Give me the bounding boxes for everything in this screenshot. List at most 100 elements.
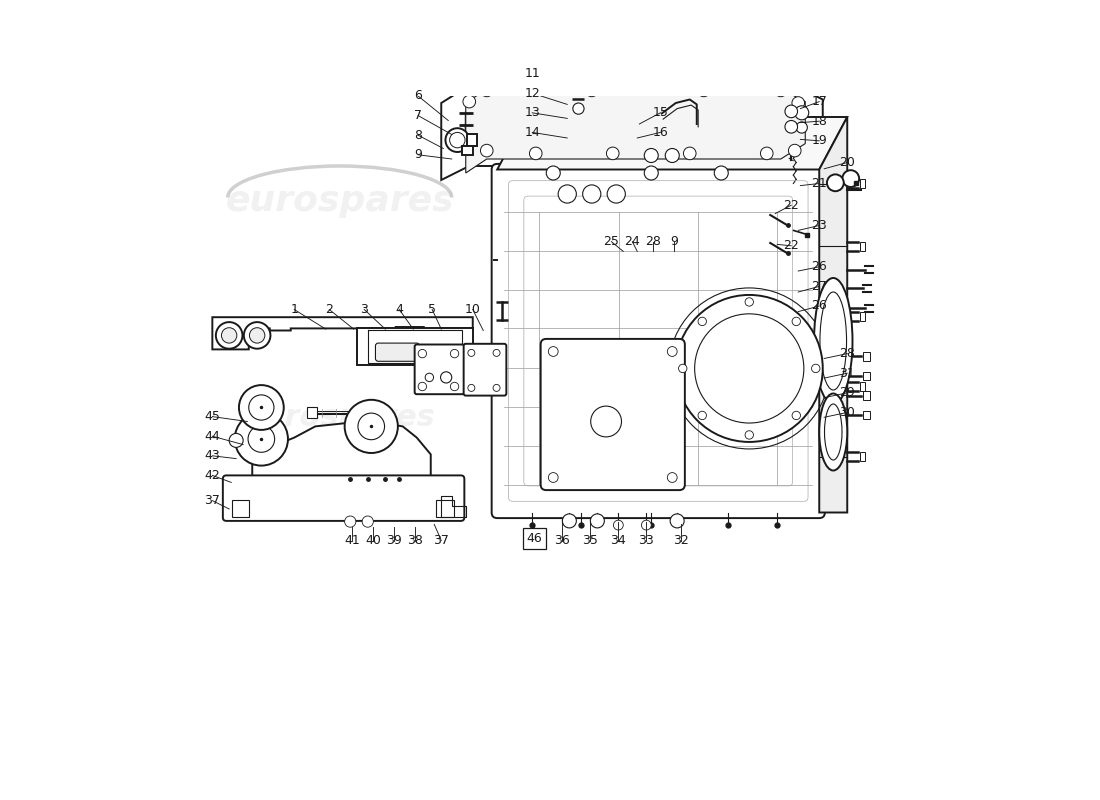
Text: 25: 25 — [604, 235, 619, 248]
Circle shape — [591, 406, 622, 437]
Text: 27: 27 — [812, 280, 827, 293]
Circle shape — [695, 314, 804, 423]
Circle shape — [548, 346, 558, 357]
Circle shape — [745, 298, 754, 306]
Text: 45: 45 — [205, 410, 220, 423]
Circle shape — [418, 350, 427, 358]
Circle shape — [481, 144, 493, 157]
Text: 22: 22 — [783, 198, 799, 212]
Circle shape — [745, 430, 754, 439]
Text: 37: 37 — [205, 494, 220, 507]
Circle shape — [796, 122, 807, 133]
Text: 36: 36 — [554, 534, 570, 547]
Circle shape — [698, 411, 706, 420]
Circle shape — [714, 166, 728, 180]
Bar — [462, 146, 473, 155]
Circle shape — [698, 318, 706, 326]
Circle shape — [344, 400, 398, 453]
FancyBboxPatch shape — [492, 164, 825, 518]
Text: 5: 5 — [428, 303, 436, 316]
Circle shape — [250, 328, 265, 343]
Circle shape — [244, 322, 271, 349]
Circle shape — [645, 166, 658, 180]
Circle shape — [562, 514, 576, 528]
Circle shape — [843, 170, 859, 187]
FancyBboxPatch shape — [375, 343, 419, 362]
Text: 24: 24 — [625, 235, 640, 248]
Circle shape — [668, 346, 678, 357]
Text: 38: 38 — [407, 534, 424, 547]
Text: 1: 1 — [290, 303, 298, 316]
Text: 9: 9 — [670, 235, 679, 248]
Circle shape — [683, 147, 696, 160]
Circle shape — [418, 382, 427, 390]
Circle shape — [697, 84, 711, 97]
Circle shape — [493, 384, 500, 391]
Circle shape — [668, 473, 678, 482]
Text: 28: 28 — [646, 235, 661, 248]
Circle shape — [249, 395, 274, 420]
Bar — [862, 352, 870, 361]
Text: 14: 14 — [525, 126, 540, 139]
Text: 43: 43 — [205, 450, 220, 462]
Text: 20: 20 — [839, 156, 855, 169]
Ellipse shape — [820, 394, 847, 470]
Text: 29: 29 — [839, 386, 855, 399]
FancyBboxPatch shape — [541, 339, 685, 490]
Bar — [862, 391, 870, 400]
Text: 22: 22 — [783, 239, 799, 252]
Circle shape — [785, 105, 798, 118]
Circle shape — [645, 149, 658, 162]
Circle shape — [591, 514, 604, 528]
Text: 34: 34 — [610, 534, 626, 547]
Circle shape — [493, 350, 500, 356]
Text: 21: 21 — [812, 177, 827, 190]
Circle shape — [450, 132, 465, 148]
Text: 37: 37 — [433, 534, 449, 547]
Text: 6: 6 — [415, 90, 422, 102]
Text: 23: 23 — [812, 219, 827, 232]
Bar — [468, 134, 477, 146]
Polygon shape — [547, 98, 645, 121]
Text: 3: 3 — [361, 303, 368, 316]
Text: eurospares: eurospares — [226, 184, 454, 218]
Circle shape — [827, 174, 844, 191]
Text: 9: 9 — [415, 148, 422, 162]
Polygon shape — [441, 86, 823, 180]
FancyBboxPatch shape — [464, 344, 506, 395]
Circle shape — [666, 149, 680, 162]
Text: eurospares: eurospares — [498, 289, 727, 323]
Circle shape — [785, 121, 798, 133]
Polygon shape — [252, 422, 431, 479]
Text: 8: 8 — [414, 129, 422, 142]
Polygon shape — [358, 328, 473, 390]
Circle shape — [344, 516, 355, 527]
Circle shape — [248, 426, 275, 452]
Circle shape — [585, 84, 598, 97]
Circle shape — [450, 350, 459, 358]
Circle shape — [679, 364, 686, 373]
Text: 26: 26 — [812, 299, 827, 313]
Text: 44: 44 — [205, 430, 220, 442]
Text: 13: 13 — [525, 106, 540, 119]
Circle shape — [789, 144, 801, 157]
Text: 32: 32 — [673, 534, 690, 547]
Text: eurospares: eurospares — [516, 425, 710, 454]
Circle shape — [425, 373, 433, 382]
FancyBboxPatch shape — [223, 475, 464, 521]
Polygon shape — [497, 117, 847, 170]
Circle shape — [606, 147, 619, 160]
Circle shape — [446, 128, 470, 152]
Circle shape — [221, 328, 236, 343]
Bar — [860, 452, 866, 461]
Circle shape — [239, 385, 284, 430]
Circle shape — [792, 318, 801, 326]
Circle shape — [583, 185, 601, 203]
Circle shape — [216, 322, 242, 349]
Text: 4: 4 — [395, 303, 404, 316]
Text: 40: 40 — [365, 534, 382, 547]
Text: 30: 30 — [839, 406, 855, 419]
Circle shape — [463, 95, 475, 108]
Circle shape — [670, 514, 684, 528]
Bar — [860, 382, 866, 390]
